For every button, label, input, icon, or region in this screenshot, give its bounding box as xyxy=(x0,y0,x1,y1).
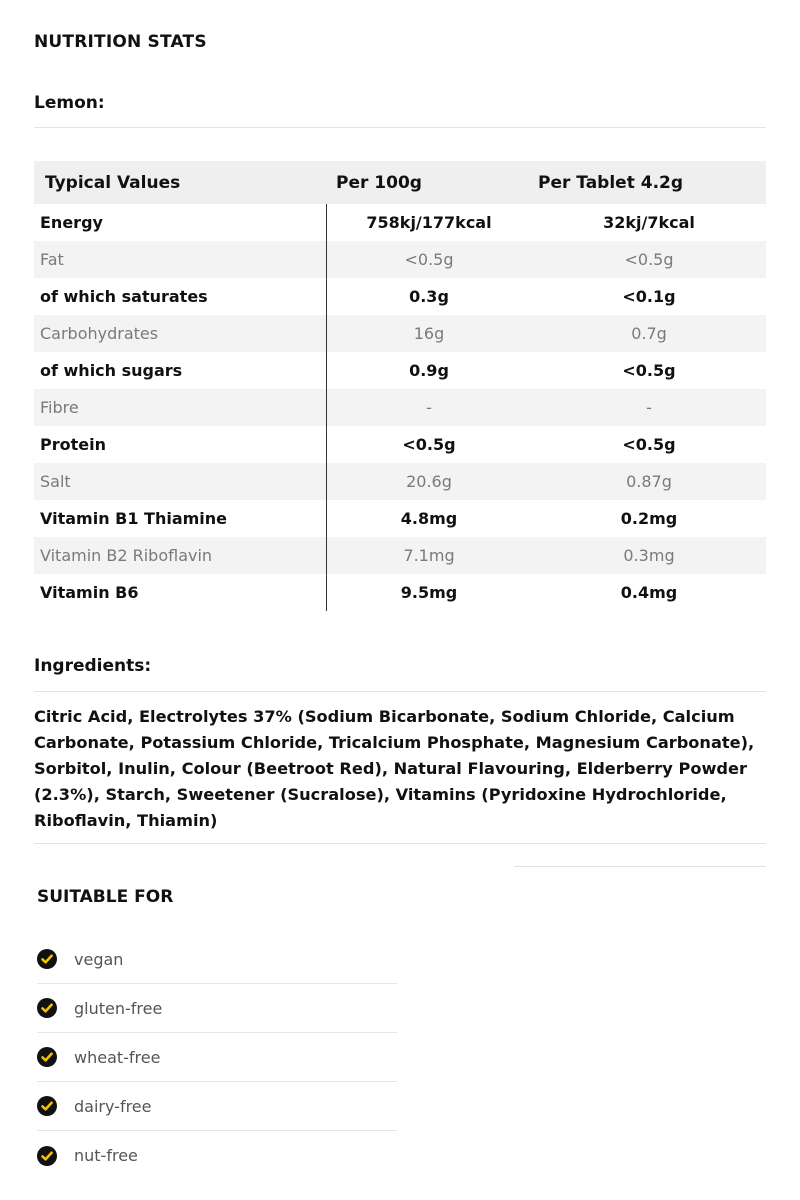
check-circle-icon xyxy=(37,949,57,969)
value-per-100g: 758kj/177kcal xyxy=(366,213,492,232)
suitable-item: dairy-free xyxy=(37,1082,397,1131)
nutrient-name: Vitamin B1 Thiamine xyxy=(40,509,228,528)
table-row: Carbohydrates 16g 0.7g xyxy=(34,315,766,352)
value-per-100g: <0.5g xyxy=(404,250,454,269)
table-row: Fibre - - xyxy=(34,389,766,426)
ingredients-title: Ingredients: xyxy=(34,656,152,676)
suitable-item: nut-free xyxy=(37,1131,397,1180)
table-row: Vitamin B6 9.5mg 0.4mg xyxy=(34,574,766,611)
nutrient-name: Fibre xyxy=(40,398,79,417)
table-row: Energy 758kj/177kcal 32kj/7kcal xyxy=(34,204,766,241)
nutrient-name: of which sugars xyxy=(40,361,183,380)
value-per-tablet: <0.5g xyxy=(622,361,676,380)
nutrient-name: Vitamin B2 Riboflavin xyxy=(40,546,213,565)
nutrient-name: Carbohydrates xyxy=(40,324,159,343)
table-row: Vitamin B1 Thiamine 4.8mg 0.2mg xyxy=(34,500,766,537)
nutrient-name: Fat xyxy=(40,250,64,269)
value-per-100g: 7.1mg xyxy=(403,546,455,565)
table-body: Energy 758kj/177kcal 32kj/7kcal Fat <0.5g <0.… xyxy=(34,204,766,611)
value-per-tablet: 0.2mg xyxy=(620,509,678,528)
column-header-typical-values: Typical Values xyxy=(45,172,181,193)
nutrient-name: of which saturates xyxy=(40,287,208,306)
check-circle-icon xyxy=(37,1047,57,1067)
divider xyxy=(34,127,766,128)
value-per-tablet: 32kj/7kcal xyxy=(603,213,695,232)
value-per-100g: 16g xyxy=(413,324,445,343)
nutrient-name: Vitamin B6 xyxy=(40,583,139,602)
value-per-tablet: 0.87g xyxy=(626,472,672,491)
check-circle-icon xyxy=(37,1145,57,1166)
nutrient-name: Salt xyxy=(40,472,71,491)
column-header-per-tablet: Per Tablet 4.2g xyxy=(538,172,684,193)
divider xyxy=(34,691,766,692)
check-circle-icon xyxy=(37,1096,57,1116)
value-per-100g: 9.5mg xyxy=(400,583,458,602)
ingredients-text: Citric Acid, Electrolytes 37% (Sodium Bi… xyxy=(34,707,755,830)
table-row: of which sugars 0.9g <0.5g xyxy=(34,352,766,389)
suitable-item-label: wheat-free xyxy=(74,1047,161,1067)
value-per-tablet: <0.5g xyxy=(624,250,674,269)
suitable-item: vegan xyxy=(37,935,397,984)
table-row: Vitamin B2 Riboflavin 7.1mg 0.3mg xyxy=(34,537,766,574)
divider xyxy=(34,843,766,844)
value-per-100g: 4.8mg xyxy=(400,509,458,528)
column-divider xyxy=(326,204,327,611)
value-per-100g: 0.9g xyxy=(409,361,449,380)
suitable-item-label: gluten-free xyxy=(74,998,163,1018)
suitable-item: wheat-free xyxy=(37,1033,397,1082)
value-per-tablet: - xyxy=(646,398,652,417)
nutrition-table: Typical Values Per 100g Per Tablet 4.2g … xyxy=(34,161,766,611)
suitable-item-label: vegan xyxy=(74,949,124,969)
suitable-item-label: dairy-free xyxy=(74,1096,152,1116)
section-title: NUTRITION STATS xyxy=(34,32,207,52)
table-row: Protein <0.5g <0.5g xyxy=(34,426,766,463)
table-row: of which saturates 0.3g <0.1g xyxy=(34,278,766,315)
divider xyxy=(514,866,766,867)
value-per-tablet: <0.5g xyxy=(622,435,676,454)
nutrient-name: Energy xyxy=(40,213,103,232)
variant-label: Lemon: xyxy=(34,93,105,113)
suitable-for-list: vegan gluten-free wheat-free dairy-free nut-… xyxy=(37,935,397,1180)
value-per-100g: - xyxy=(426,398,432,417)
value-per-tablet: 0.4mg xyxy=(620,583,678,602)
value-per-100g: 0.3g xyxy=(409,287,449,306)
nutrient-name: Protein xyxy=(40,435,106,454)
check-circle-icon xyxy=(37,998,57,1018)
value-per-tablet: 0.3mg xyxy=(623,546,675,565)
column-header-per-100g: Per 100g xyxy=(336,172,422,193)
value-per-100g: <0.5g xyxy=(402,435,456,454)
table-header: Typical Values Per 100g Per Tablet 4.2g xyxy=(34,161,766,204)
value-per-tablet: <0.1g xyxy=(622,287,676,306)
value-per-tablet: 0.7g xyxy=(631,324,667,343)
table-row: Salt 20.6g 0.87g xyxy=(34,463,766,500)
suitable-item-label: nut-free xyxy=(74,1146,138,1165)
suitable-for-title: SUITABLE FOR xyxy=(37,887,174,907)
suitable-item: gluten-free xyxy=(37,984,397,1033)
value-per-100g: 20.6g xyxy=(406,472,452,491)
table-row: Fat <0.5g <0.5g xyxy=(34,241,766,278)
